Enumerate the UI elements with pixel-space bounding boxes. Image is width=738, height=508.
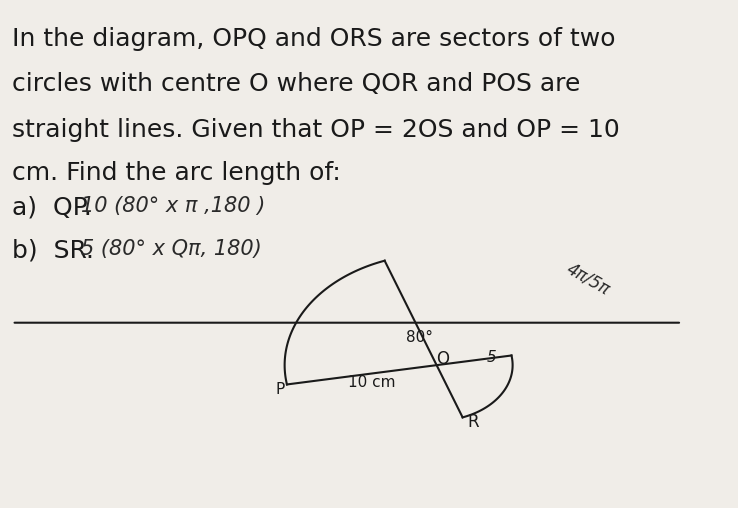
Text: 80°: 80° bbox=[406, 330, 433, 345]
Text: 10 (80° x π ,180 ): 10 (80° x π ,180 ) bbox=[81, 196, 265, 216]
Text: 5: 5 bbox=[486, 351, 496, 365]
Text: 10 cm: 10 cm bbox=[348, 375, 396, 390]
Text: cm. Find the arc length of:: cm. Find the arc length of: bbox=[12, 161, 340, 184]
Text: b)  SR.: b) SR. bbox=[12, 239, 102, 263]
Text: O: O bbox=[435, 350, 449, 368]
Text: circles with centre O where QOR and POS are: circles with centre O where QOR and POS … bbox=[12, 72, 580, 96]
Text: a)  QP.: a) QP. bbox=[12, 196, 100, 220]
Text: P: P bbox=[275, 382, 285, 397]
Text: straight lines. Given that OP = 2OS and OP = 10: straight lines. Given that OP = 2OS and … bbox=[12, 117, 619, 142]
Text: 5 (80° x Qπ, 180): 5 (80° x Qπ, 180) bbox=[81, 239, 261, 259]
Text: R: R bbox=[467, 414, 479, 431]
Text: 4π/5π: 4π/5π bbox=[564, 260, 613, 299]
Text: In the diagram, OPQ and ORS are sectors of two: In the diagram, OPQ and ORS are sectors … bbox=[12, 26, 615, 51]
